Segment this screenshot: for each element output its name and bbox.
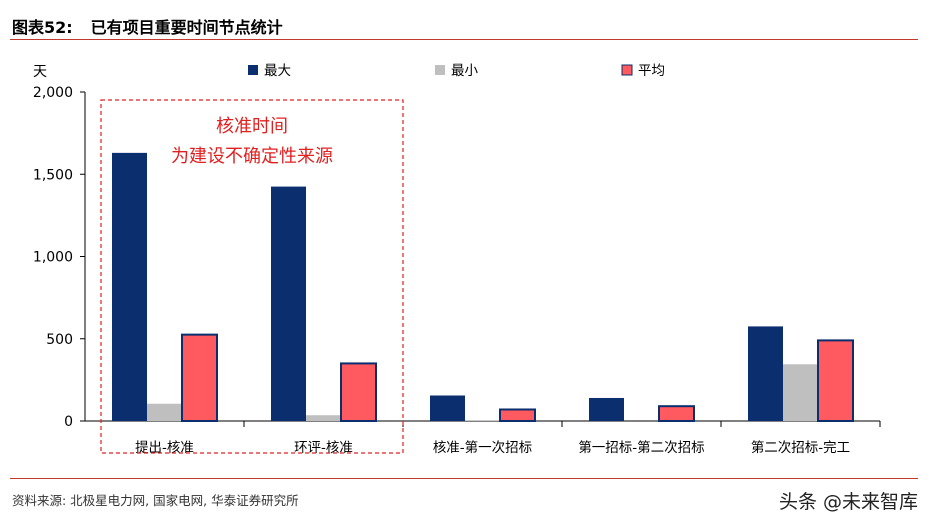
bar	[271, 186, 306, 421]
bar	[817, 339, 854, 422]
watermark: 头条 @未来智库	[778, 491, 918, 513]
x-tick-label: 第二次招标-完工	[751, 439, 850, 456]
y-axis-label: 天	[33, 64, 47, 80]
x-tick-label: 核准-第一次招标	[433, 439, 532, 456]
bar	[783, 364, 818, 421]
bar	[658, 405, 695, 423]
legend-swatch	[248, 65, 258, 75]
chart-bars	[112, 152, 854, 423]
bar	[147, 403, 182, 421]
bar	[499, 408, 536, 422]
legend-label: 最大	[264, 63, 291, 79]
figure-title: 图表52: 已有项目重要时间节点统计	[12, 14, 283, 38]
legend-label: 平均	[638, 63, 665, 79]
bar	[465, 420, 500, 421]
y-tick-label: 1,500	[33, 167, 73, 183]
x-tick-label: 提出-核准	[135, 440, 194, 456]
legend-label: 最小	[451, 63, 478, 79]
x-tick-label: 环评-核准	[294, 440, 353, 456]
bar	[181, 333, 218, 423]
annotation-text: 为建设不确定性来源	[171, 146, 333, 167]
chart-legend: 最大 最小 平均	[248, 63, 665, 79]
legend-swatch	[621, 64, 633, 76]
bar	[340, 362, 377, 422]
x-tick-label: 第一招标-第二次招标	[578, 439, 704, 456]
y-tick-label: 500	[46, 332, 73, 348]
figure-title-text: 已有项目重要时间节点统计	[90, 18, 283, 37]
figure-label: 图表52:	[12, 18, 73, 37]
bottom-rule	[10, 478, 918, 479]
annotation-text: 核准时间	[216, 116, 288, 137]
annotation-box	[100, 99, 404, 454]
legend-swatch	[435, 65, 445, 75]
bar	[306, 415, 341, 421]
y-tick-label: 0	[64, 414, 73, 430]
bar	[748, 326, 783, 421]
y-tick-label: 2,000	[33, 85, 73, 101]
bar	[112, 152, 147, 422]
bar	[430, 395, 465, 421]
bar	[589, 397, 624, 421]
source-note: 资料来源: 北极星电力网, 国家电网, 华泰证券研究所	[12, 493, 299, 508]
top-rule	[10, 39, 918, 40]
y-tick-label: 1,000	[33, 250, 73, 266]
